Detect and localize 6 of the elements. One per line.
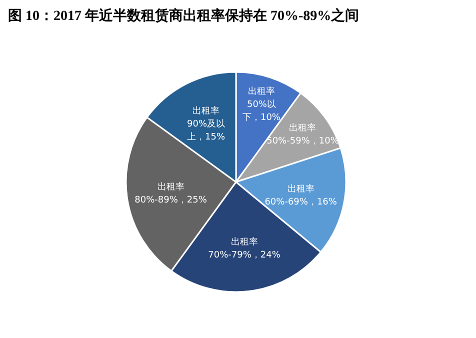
- slice-label: 出租率90%及以上，15%: [187, 106, 226, 143]
- slice-label: 出租率50%以下，10%: [242, 86, 281, 124]
- slice-label: 出租率60%-69%，16%: [264, 183, 338, 208]
- chart-title: 图 10：2017 年近半数租赁商出租率保持在 70%-89%之间: [8, 7, 360, 24]
- slice-label: 出租率80%-89%，25%: [134, 181, 208, 206]
- slice-label: 出租率70%-79%，24%: [208, 236, 281, 260]
